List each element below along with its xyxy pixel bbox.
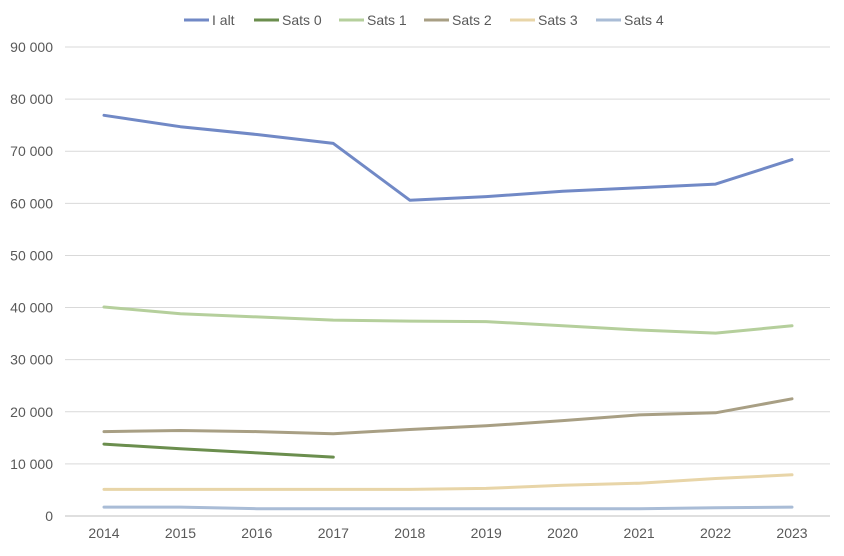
series-lines <box>102 113 794 511</box>
series-line-sats-0 <box>102 442 335 459</box>
y-tick-label: 30 000 <box>10 352 53 368</box>
y-tick-label: 60 000 <box>10 195 53 211</box>
legend-label-sats-4: Sats 4 <box>624 12 664 28</box>
x-tick-label: 2015 <box>165 525 196 541</box>
series-line-sats-1 <box>102 305 794 335</box>
y-tick-label: 40 000 <box>10 300 53 316</box>
x-tick-label: 2020 <box>547 525 578 541</box>
legend-label-sats-3: Sats 3 <box>538 12 578 28</box>
x-tick-label: 2019 <box>471 525 502 541</box>
y-tick-label: 90 000 <box>10 39 53 55</box>
legend-label-sats-1: Sats 1 <box>367 12 407 28</box>
y-tick-label: 70 000 <box>10 143 53 159</box>
y-tick-label: 80 000 <box>10 91 53 107</box>
legend-label-sats-0: Sats 0 <box>282 12 322 28</box>
series-line-i-alt <box>102 113 794 202</box>
x-tick-label: 2017 <box>318 525 349 541</box>
series-line-sats-2 <box>102 397 794 436</box>
x-tick-label: 2023 <box>776 525 807 541</box>
x-tick-label: 2021 <box>624 525 655 541</box>
x-tick-label: 2014 <box>88 525 119 541</box>
series-line-sats-3 <box>102 473 794 491</box>
legend-label-i-alt: I alt <box>212 12 235 28</box>
y-tick-label: 0 <box>45 508 53 524</box>
x-tick-label: 2022 <box>700 525 731 541</box>
x-axis: 2014 2015 2016 2017 2018 2019 2020 2021 2022 2023 <box>88 525 807 541</box>
y-tick-label: 50 000 <box>10 247 53 263</box>
series-line-sats-4 <box>102 505 794 511</box>
legend: I alt Sats 0 Sats 1 Sats 2 Sats 3 Sats 4 <box>184 12 664 28</box>
x-tick-label: 2018 <box>394 525 425 541</box>
y-tick-label: 20 000 <box>10 404 53 420</box>
gridlines <box>65 46 830 517</box>
y-axis: 0 10 000 20 000 30 000 40 000 50 000 60 000 70 … <box>10 39 53 524</box>
y-tick-label: 10 000 <box>10 456 53 472</box>
legend-label-sats-2: Sats 2 <box>452 12 492 28</box>
x-tick-label: 2016 <box>241 525 272 541</box>
